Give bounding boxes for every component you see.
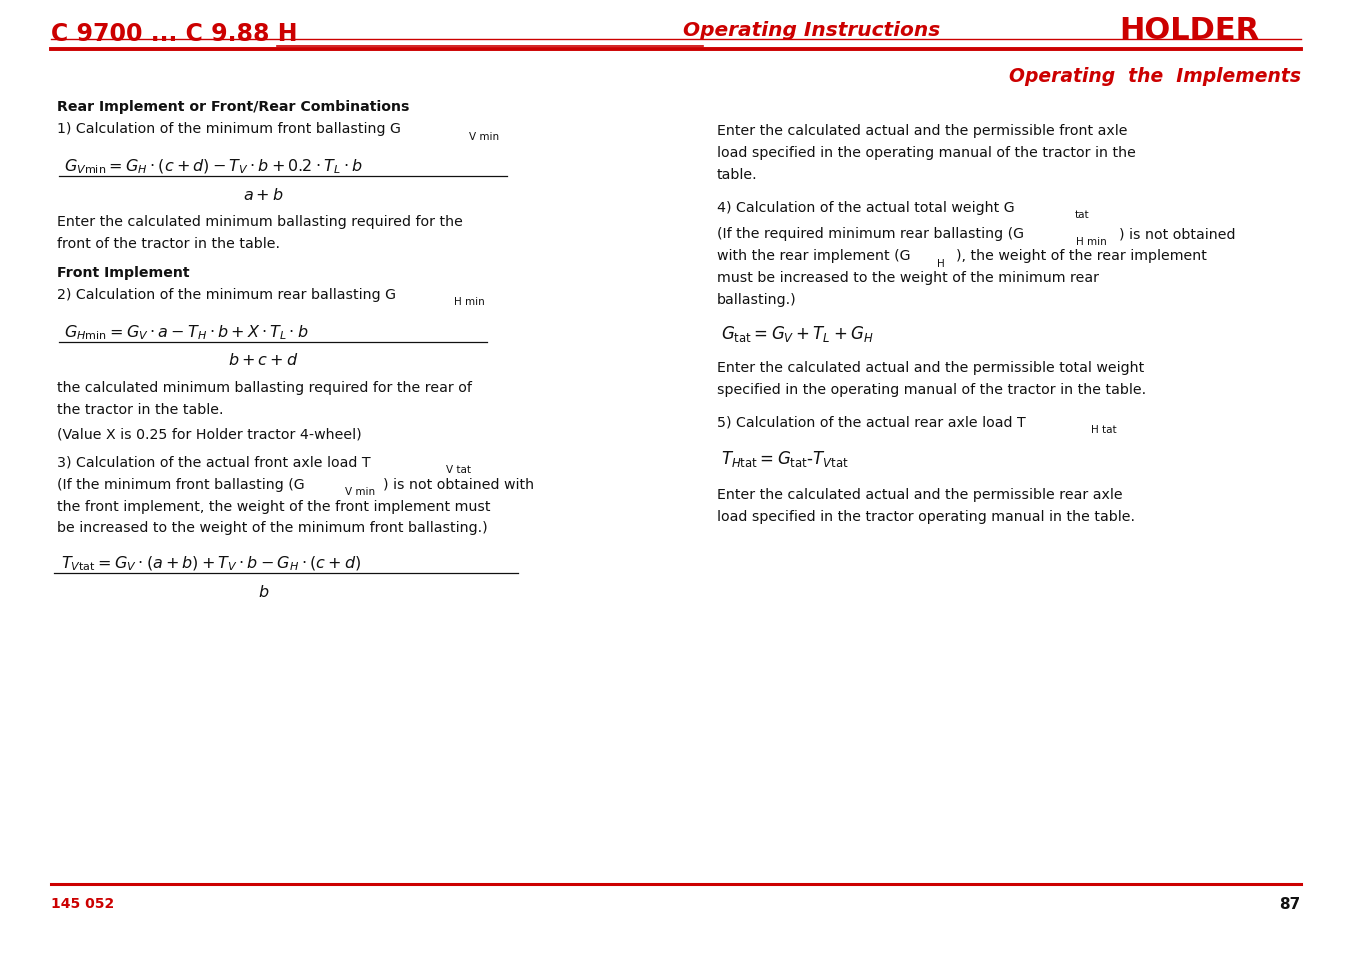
Text: tat: tat — [1075, 211, 1090, 220]
Text: front of the tractor in the table.: front of the tractor in the table. — [57, 237, 280, 251]
Text: H min: H min — [1076, 236, 1107, 247]
Text: Operating  the  Implements: Operating the Implements — [1009, 67, 1301, 86]
Text: must be increased to the weight of the minimum rear: must be increased to the weight of the m… — [717, 271, 1099, 285]
Text: $b$: $b$ — [258, 583, 269, 600]
Text: 4) Calculation of the actual total weight G: 4) Calculation of the actual total weigh… — [717, 201, 1014, 214]
Text: load specified in the tractor operating manual in the table.: load specified in the tractor operating … — [717, 510, 1134, 523]
Text: $G_{V\mathrm{min}}=G_H \cdot(c+d)-T_V \cdot b+0.2 \cdot T_L \cdot b$: $G_{V\mathrm{min}}=G_H \cdot(c+d)-T_V \c… — [64, 157, 362, 175]
Text: Enter the calculated actual and the permissible rear axle: Enter the calculated actual and the perm… — [717, 488, 1122, 501]
Text: (If the minimum front ballasting (G: (If the minimum front ballasting (G — [57, 477, 304, 491]
Text: V min: V min — [345, 487, 375, 497]
Text: ) is not obtained with: ) is not obtained with — [383, 477, 534, 491]
Text: $a+b$: $a+b$ — [243, 187, 284, 203]
Text: with the rear implement (G: with the rear implement (G — [717, 249, 910, 263]
Text: $G_{\mathrm{tat}}=G_V+T_L+G_H$: $G_{\mathrm{tat}}=G_V+T_L+G_H$ — [721, 323, 873, 343]
Text: C 9700 ... C 9.88 H: C 9700 ... C 9.88 H — [51, 22, 297, 46]
Text: (If the required minimum rear ballasting (G: (If the required minimum rear ballasting… — [717, 227, 1023, 241]
Text: Enter the calculated actual and the permissible front axle: Enter the calculated actual and the perm… — [717, 124, 1128, 138]
Text: $T_{V\mathrm{tat}}=G_V \cdot(a+b)+T_V \cdot b-G_H \cdot(c+d)$: $T_{V\mathrm{tat}}=G_V \cdot(a+b)+T_V \c… — [61, 554, 361, 572]
Text: H tat: H tat — [1091, 425, 1117, 435]
Text: 5) Calculation of the actual rear axle load T: 5) Calculation of the actual rear axle l… — [717, 416, 1025, 430]
Text: V min: V min — [469, 132, 499, 141]
Text: 1) Calculation of the minimum front ballasting G: 1) Calculation of the minimum front ball… — [57, 122, 400, 136]
Text: Enter the calculated minimum ballasting required for the: Enter the calculated minimum ballasting … — [57, 215, 462, 229]
Text: 3) Calculation of the actual front axle load T: 3) Calculation of the actual front axle … — [57, 456, 370, 469]
Text: Enter the calculated actual and the permissible total weight: Enter the calculated actual and the perm… — [717, 360, 1144, 375]
Text: 87: 87 — [1279, 896, 1301, 911]
Text: be increased to the weight of the minimum front ballasting.): be increased to the weight of the minimu… — [57, 521, 488, 535]
Text: 2) Calculation of the minimum rear ballasting G: 2) Calculation of the minimum rear balla… — [57, 288, 396, 301]
Text: ), the weight of the rear implement: ), the weight of the rear implement — [956, 249, 1207, 263]
Text: $T_{H\mathrm{tat}}=G_{\mathrm{tat}}\text{-}T_{V\mathrm{tat}}$: $T_{H\mathrm{tat}}=G_{\mathrm{tat}}\text… — [721, 448, 849, 468]
Text: Front Implement: Front Implement — [57, 266, 189, 279]
Text: $G_{H\mathrm{min}}=G_V \cdot a-T_H \cdot b+X \cdot T_L \cdot b$: $G_{H\mathrm{min}}=G_V \cdot a-T_H \cdot… — [64, 322, 308, 341]
Text: H min: H min — [454, 297, 485, 307]
Text: table.: table. — [717, 168, 757, 182]
Text: the tractor in the table.: the tractor in the table. — [57, 402, 223, 416]
Text: 145 052: 145 052 — [51, 896, 115, 910]
Text: HOLDER: HOLDER — [1119, 16, 1260, 45]
Text: ballasting.): ballasting.) — [717, 293, 796, 307]
Text: ) is not obtained: ) is not obtained — [1119, 227, 1236, 241]
Text: $b+c+d$: $b+c+d$ — [228, 352, 299, 369]
Text: Rear Implement or Front/Rear Combinations: Rear Implement or Front/Rear Combination… — [57, 100, 410, 114]
Text: (Value X is 0.25 for Holder tractor 4-wheel): (Value X is 0.25 for Holder tractor 4-wh… — [57, 427, 361, 440]
Text: specified in the operating manual of the tractor in the table.: specified in the operating manual of the… — [717, 382, 1145, 396]
Text: H: H — [937, 258, 945, 269]
Text: V tat: V tat — [446, 465, 470, 475]
Text: the calculated minimum ballasting required for the rear of: the calculated minimum ballasting requir… — [57, 380, 472, 395]
Text: the front implement, the weight of the front implement must: the front implement, the weight of the f… — [57, 499, 491, 513]
Text: load specified in the operating manual of the tractor in the: load specified in the operating manual o… — [717, 146, 1136, 160]
Text: Operating Instructions: Operating Instructions — [683, 21, 940, 40]
